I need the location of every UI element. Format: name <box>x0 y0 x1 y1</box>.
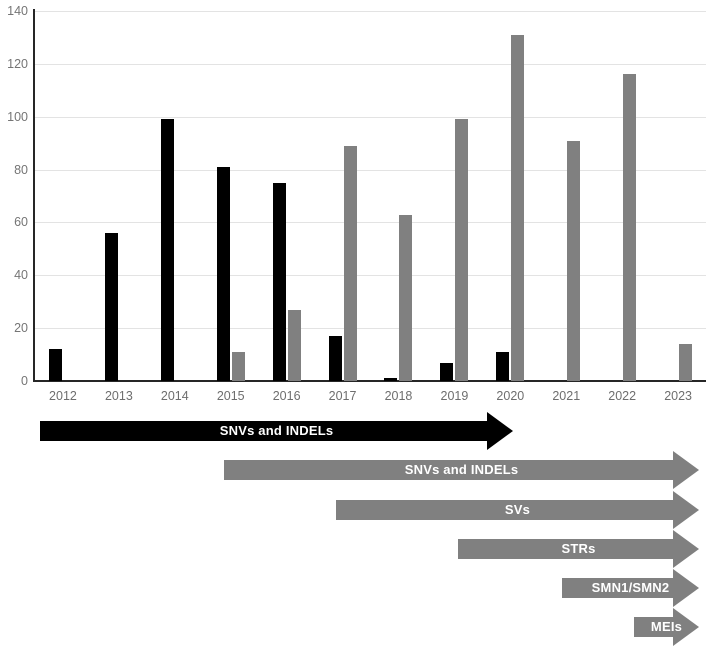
arrow-body <box>562 578 675 598</box>
gridline-80 <box>35 169 706 171</box>
black-bar-2019 <box>440 362 454 381</box>
bar-pair <box>384 214 413 381</box>
gridline-140 <box>35 11 706 12</box>
y-tick-label-0: 0 <box>21 374 28 388</box>
gridline-60 <box>35 222 706 224</box>
x-tick-label-2013: 2013 <box>104 389 133 403</box>
bar-pair <box>160 119 189 381</box>
arrow-label: SNVs and INDELs <box>219 423 334 438</box>
gray-bar-2021 <box>567 140 581 381</box>
timeline-arrow-gray-2: SVs <box>336 491 699 529</box>
x-tick-label-2014: 2014 <box>160 389 189 403</box>
arrow-head-icon <box>487 412 513 450</box>
gray-bar-2020 <box>511 34 525 381</box>
bar-group-2012 <box>35 11 91 381</box>
x-tick-label-2022: 2022 <box>608 389 637 403</box>
bar-group-2022 <box>594 11 650 381</box>
x-tick-label-2021: 2021 <box>552 389 581 403</box>
bar-pair <box>664 344 693 381</box>
x-tick-label-2017: 2017 <box>328 389 357 403</box>
gridline-40 <box>35 275 706 277</box>
arrow-body <box>40 421 489 441</box>
bar-group-2016 <box>259 11 315 381</box>
arrow-body <box>224 460 675 480</box>
y-tick-label-80: 80 <box>14 162 28 177</box>
bar-group-2020 <box>482 11 538 381</box>
bar-group-2013 <box>91 11 147 381</box>
x-tick-label-2023: 2023 <box>664 389 692 403</box>
bar-pair <box>104 233 133 381</box>
arrow-label: STRs <box>561 541 596 556</box>
black-bar-2020 <box>496 351 510 381</box>
arrow-head-icon <box>673 608 699 646</box>
x-tick-label-2016: 2016 <box>272 389 301 403</box>
timeline-arrow-gray-3: STRs <box>458 530 699 568</box>
x-tick-label-2018: 2018 <box>384 389 413 403</box>
black-bar-2018 <box>384 378 398 381</box>
y-axis-line <box>33 9 35 382</box>
arrow-head-icon <box>673 491 699 529</box>
black-bar-2015 <box>216 166 230 381</box>
bar-group-2019 <box>426 11 482 381</box>
timeline-arrow-gray-1: SNVs and INDELs <box>224 451 699 489</box>
y-tick-label-40: 40 <box>14 268 28 283</box>
black-bar-2013 <box>104 233 118 381</box>
gray-bar-2016 <box>287 309 301 381</box>
x-tick-label-2012: 2012 <box>49 389 77 403</box>
x-axis-labels: 2012 2013 2014 2015 2016 2017 2018 2019 2020 2021… <box>35 388 706 404</box>
black-bar-2014 <box>160 119 174 381</box>
bar-group-2014 <box>147 11 203 381</box>
gray-bar-2019 <box>455 119 469 381</box>
x-tick-label-2019: 2019 <box>440 389 469 403</box>
gridline-120 <box>35 63 706 65</box>
y-tick-label-100: 100 <box>7 109 28 124</box>
arrow-body <box>458 539 675 559</box>
black-bar-2012 <box>48 349 62 381</box>
arrow-body <box>634 617 675 637</box>
bar-pair <box>440 119 469 381</box>
y-tick-label-20: 20 <box>14 321 28 336</box>
arrow-label: SVs <box>504 502 531 517</box>
bar-pair <box>272 182 301 381</box>
timeline-arrow-black-0: SNVs and INDELs <box>40 412 513 450</box>
timeline-arrow-gray-4: SMN1/SMN2 <box>562 569 699 607</box>
bar-pair <box>328 145 357 381</box>
bar-pair <box>608 74 637 381</box>
y-tick-label-120: 120 <box>7 56 28 71</box>
arrow-head-icon <box>673 451 699 489</box>
bar-pair <box>48 349 77 381</box>
gray-bar-2023 <box>679 344 693 381</box>
arrow-body <box>336 500 675 520</box>
bar-pair <box>216 166 245 381</box>
bar-pair <box>552 140 581 381</box>
y-tick-label-140: 140 <box>7 4 28 18</box>
arrow-label: SMN1/SMN2 <box>591 580 670 595</box>
y-tick-label-60: 60 <box>14 215 28 230</box>
arrow-head-icon <box>673 569 699 607</box>
bar-group-2023 <box>650 11 706 381</box>
arrow-label: MEIs <box>650 619 683 634</box>
bar-group-2018 <box>371 11 427 381</box>
arrow-head-icon <box>673 530 699 568</box>
bar-group-2015 <box>203 11 259 381</box>
gray-bar-2017 <box>343 145 357 381</box>
black-bar-2016 <box>272 182 286 381</box>
black-bar-2017 <box>328 336 342 381</box>
x-tick-label-2020: 2020 <box>496 389 525 403</box>
arrow-label: SNVs and INDELs <box>404 462 519 477</box>
x-axis-line <box>33 380 706 382</box>
plot-area <box>35 11 706 381</box>
bar-pair <box>496 34 525 381</box>
gray-bar-2022 <box>623 74 637 381</box>
gridline-20 <box>35 328 706 330</box>
gridline-100 <box>35 116 706 118</box>
bars-layer <box>35 11 706 381</box>
gray-bar-2018 <box>399 214 413 381</box>
gray-bar-2015 <box>231 351 245 381</box>
x-tick-label-2015: 2015 <box>216 389 245 403</box>
timeline-arrow-gray-5: MEIs <box>634 608 699 646</box>
bar-group-2021 <box>538 11 594 381</box>
bar-group-2017 <box>315 11 371 381</box>
